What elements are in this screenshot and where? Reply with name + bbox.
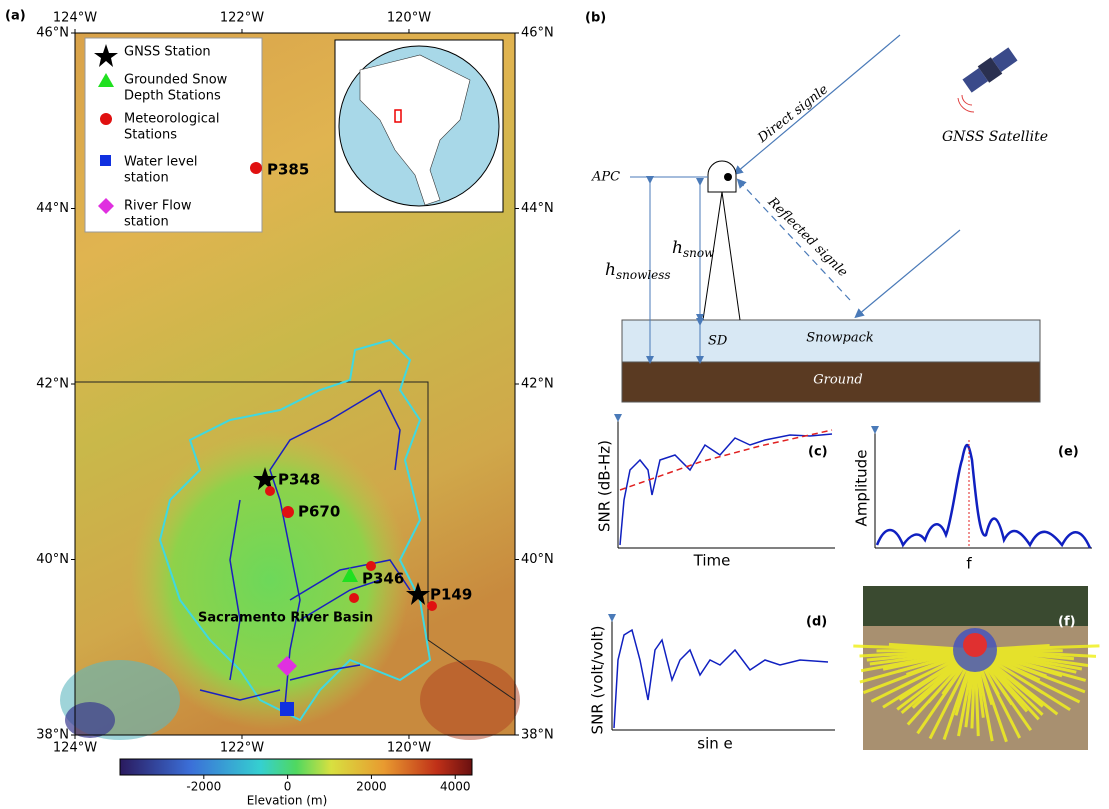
y-tick-label: 46°N [36,26,69,41]
x-axis-label: Time [693,552,731,570]
legend-label: GNSS Station [124,45,211,60]
y-tick-label: 42°N [36,377,69,392]
plot-c [614,414,835,549]
h-snow: hsnow [672,238,715,260]
legend-label: Stations [124,128,177,143]
y-tick-label: 38°N [521,728,554,743]
inset-globe [334,39,504,213]
legend-label: station [124,215,169,230]
station-label: P385 [267,161,309,179]
legend-label: Meteorological [124,112,219,127]
legend-label: Grounded Snow [124,73,228,88]
station-markers [250,162,437,716]
y-tick-label: 46°N [521,26,554,41]
station-label: P346 [362,570,404,588]
y-tick-label: 38°N [36,728,69,743]
legend-label: station [124,171,169,186]
ground-label: Ground [813,373,863,388]
y-tick-label: 42°N [521,377,554,392]
reflected-label: Reflected signle [764,194,850,280]
panel-label: (c) [808,445,828,460]
station-label: P149 [430,586,472,604]
panel-label: (f) [1058,615,1076,630]
panel-label: (e) [1058,445,1079,460]
x-tick-label: 122°W [220,741,264,756]
symbol: h [672,238,683,258]
satellite-image [853,586,1100,750]
subscript: snow [683,246,715,260]
snowpack-label: Snowpack [806,331,874,346]
x-axis-label: f [966,555,972,573]
x-tick-label: 122°W [220,11,264,26]
apc-label: APC [591,170,620,185]
legend-symbols [94,44,118,214]
legend-label: River Flow [124,199,192,214]
y-tick-label: 40°N [36,552,69,567]
satellite-label: GNSS Satellite [942,129,1048,145]
legend-box [84,37,263,233]
direct-label: Direct signle [755,82,832,147]
y-axis-label: SNR (volt/volt) [589,626,607,735]
x-tick-label: 120°W [387,741,431,756]
y-axis-label: SNR (dB-Hz) [596,440,614,532]
legend-label: Water level [124,155,197,170]
x-tick-label: 120°W [387,11,431,26]
plot-e [871,426,1092,549]
colorbar-tick-label: 4000 [440,780,471,794]
station-label: P348 [278,471,320,489]
y-tick-label: 40°N [521,552,554,567]
panel-label: (b) [585,11,606,26]
symbol: h [605,260,616,280]
schematic [621,34,1041,403]
y-tick-label: 44°N [521,201,554,216]
subscript: snowless [616,268,671,282]
legend-label: Depth Stations [124,89,221,104]
y-tick-label: 44°N [36,201,69,216]
colorbar-tick-label: -2000 [186,780,221,794]
basin-label: Sacramento River Basin [198,611,373,626]
plot-d [608,614,835,731]
colorbar-tick-label: 0 [284,780,292,794]
sd-label: SD [708,334,728,349]
colorbar [119,758,473,776]
colorbar-tick-label: 2000 [356,780,387,794]
y-axis-label: Amplitude [853,450,871,527]
station-label: P670 [298,503,340,521]
x-tick-label: 124°W [53,11,97,26]
h-snowless: hsnowless [605,260,671,282]
panel-label: (a) [5,9,26,24]
x-axis-label: sin e [697,735,733,753]
x-tick-label: 124°W [53,741,97,756]
colorbar-label: Elevation (m) [247,794,328,808]
panel-label: (d) [806,615,827,630]
